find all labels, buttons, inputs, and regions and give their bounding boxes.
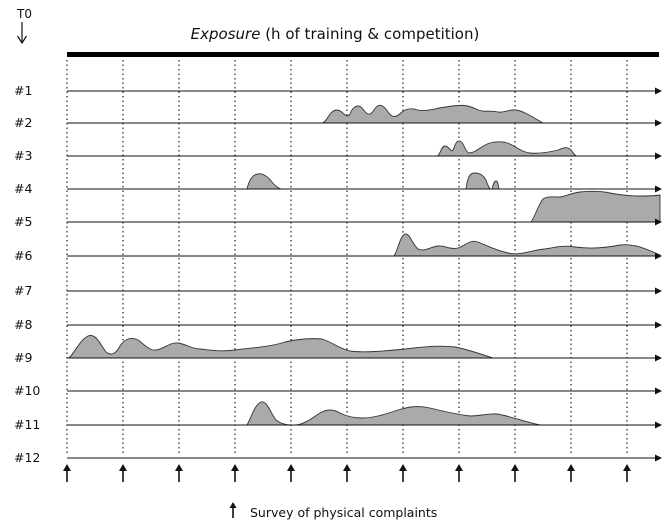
exposure-area-4b xyxy=(465,172,491,190)
participant-row: #3 xyxy=(14,148,662,163)
participant-row: #10 xyxy=(14,383,662,398)
survey-arrows xyxy=(63,464,631,482)
row-arrow-icon xyxy=(655,421,662,429)
t0-arrow-icon xyxy=(16,22,28,45)
participant-label: #1 xyxy=(14,83,32,98)
row-arrow-icon xyxy=(655,321,662,329)
participant-label: #5 xyxy=(14,214,32,229)
row-arrow-icon xyxy=(655,218,662,226)
participant-label: #9 xyxy=(14,350,32,365)
survey-arrow-icon xyxy=(455,464,463,482)
survey-arrow-icon xyxy=(343,464,351,482)
participant-row: #7 xyxy=(14,283,662,298)
legend: Survey of physical complaints xyxy=(229,502,437,520)
row-arrow-icon xyxy=(655,387,662,395)
exposure-area-4c xyxy=(491,180,500,190)
survey-arrow-icon xyxy=(623,464,631,482)
participant-label: #6 xyxy=(14,248,32,263)
exposure-areas xyxy=(67,104,661,426)
participant-label: #3 xyxy=(14,148,32,163)
exposure-area-2 xyxy=(321,104,545,124)
participant-row: #5 xyxy=(14,214,662,229)
header-title-rest: (h of training & competition) xyxy=(260,25,479,43)
survey-arrow-icon xyxy=(567,464,575,482)
exposure-area-11a xyxy=(246,401,293,426)
row-arrow-icon xyxy=(655,287,662,295)
participant-row: #4 xyxy=(14,181,662,196)
participant-label: #11 xyxy=(14,417,40,432)
participant-row: #12 xyxy=(14,450,662,465)
survey-arrow-icon xyxy=(63,464,71,482)
exposure-area-6 xyxy=(393,233,661,257)
row-arrow-icon xyxy=(655,185,662,193)
participant-label: #2 xyxy=(14,115,32,130)
survey-arrow-icon xyxy=(511,464,519,482)
participant-label: #4 xyxy=(14,181,32,196)
participant-label: #12 xyxy=(14,450,40,465)
row-arrow-icon xyxy=(655,354,662,362)
participant-row: #8 xyxy=(14,317,662,332)
row-arrow-icon xyxy=(655,87,662,95)
row-arrow-icon xyxy=(655,119,662,127)
survey-arrow-icon xyxy=(175,464,183,482)
exposure-area-4a xyxy=(246,173,282,190)
header-title: Exposure (h of training & competition) xyxy=(191,25,480,43)
participant-row: #11 xyxy=(14,417,662,432)
participant-row: #2 xyxy=(14,115,662,130)
participant-label: #10 xyxy=(14,383,40,398)
survey-arrow-icon xyxy=(399,464,407,482)
legend-arrow-icon xyxy=(229,502,237,518)
exposure-area-11b xyxy=(295,406,541,426)
participant-label: #8 xyxy=(14,317,32,332)
survey-gridlines xyxy=(66,60,628,455)
header-bar xyxy=(67,52,659,57)
legend-text: Survey of physical complaints xyxy=(250,505,437,520)
exposure-area-9 xyxy=(67,335,494,359)
participant-row: #1 xyxy=(14,83,662,98)
survey-arrow-icon xyxy=(119,464,127,482)
row-arrow-icon xyxy=(655,152,662,160)
participant-row: #9 xyxy=(14,350,662,365)
exposure-area-3 xyxy=(436,140,578,157)
exposure-area-5 xyxy=(530,190,661,223)
participant-row: #6 xyxy=(14,248,662,263)
t0-label: T0 xyxy=(16,7,32,21)
participant-rows: #1 #2 #3 #4 #5 #6 #7 xyxy=(14,83,662,465)
survey-arrow-icon xyxy=(231,464,239,482)
participant-label: #7 xyxy=(14,283,32,298)
row-arrow-icon xyxy=(655,252,662,260)
header-title-italic: Exposure xyxy=(191,25,261,43)
row-arrow-icon xyxy=(655,454,662,462)
survey-arrow-icon xyxy=(287,464,295,482)
